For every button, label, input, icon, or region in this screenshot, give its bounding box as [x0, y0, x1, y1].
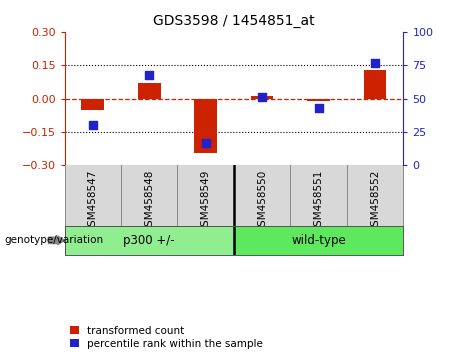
Point: [89, 122, 96, 128]
Text: GSM458547: GSM458547: [88, 170, 98, 233]
Bar: [138, 83, 160, 98]
Legend: transformed count, percentile rank within the sample: transformed count, percentile rank withi…: [70, 326, 263, 349]
Point: [202, 140, 209, 145]
Text: GSM458548: GSM458548: [144, 170, 154, 233]
Point: [146, 72, 153, 78]
Point: [372, 60, 379, 65]
Bar: [195, 98, 217, 153]
Text: GSM458552: GSM458552: [370, 170, 380, 233]
Text: wild-type: wild-type: [291, 234, 346, 247]
Text: genotype/variation: genotype/variation: [5, 235, 104, 245]
Bar: [234, 226, 403, 255]
Bar: [364, 70, 386, 98]
Point: [259, 95, 266, 100]
Bar: [82, 98, 104, 110]
Bar: [307, 98, 330, 101]
Point: [315, 105, 322, 111]
Title: GDS3598 / 1454851_at: GDS3598 / 1454851_at: [153, 14, 315, 28]
Bar: [251, 96, 273, 98]
Bar: [65, 226, 234, 255]
Text: GSM458551: GSM458551: [313, 170, 324, 233]
Text: p300 +/-: p300 +/-: [124, 234, 175, 247]
Text: GSM458549: GSM458549: [201, 170, 211, 233]
Text: GSM458550: GSM458550: [257, 170, 267, 233]
